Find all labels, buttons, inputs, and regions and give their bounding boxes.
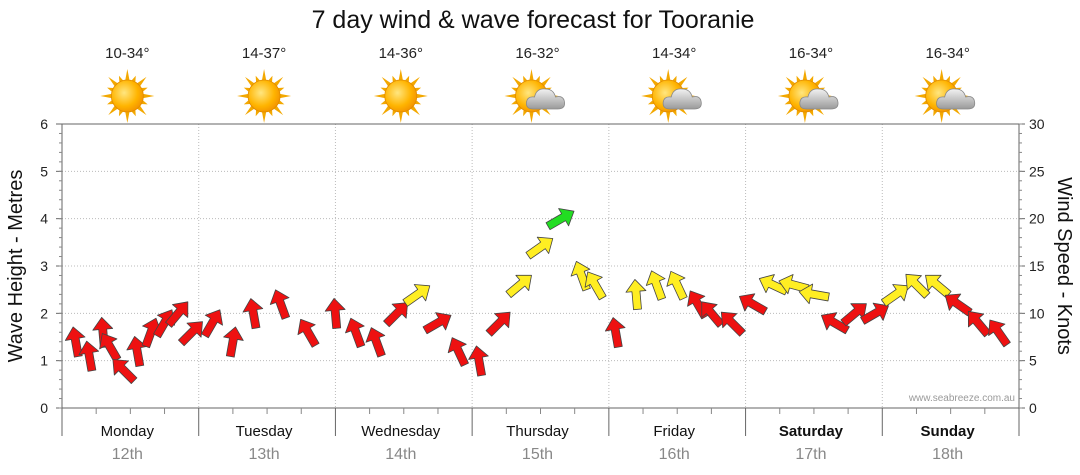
wind-arrow xyxy=(505,274,532,299)
temp-range-label: 14-37° xyxy=(242,45,286,62)
temp-range-label: 14-36° xyxy=(379,45,423,62)
day-date-label: 15th xyxy=(522,446,553,463)
wind-arrow xyxy=(525,236,554,260)
wind-arrow xyxy=(269,289,290,320)
wind-arrow xyxy=(402,284,431,307)
temp-range-label: 10-34° xyxy=(105,45,149,62)
y-tick-label-left: 5 xyxy=(40,163,48,179)
wind-arrow xyxy=(778,274,810,295)
day-name-label: Saturday xyxy=(779,423,844,440)
sunny-icon xyxy=(100,69,155,123)
weather-row: 10-34° 14-37° 14-36° 16-32° 14-34° 16-34° 16-3… xyxy=(100,45,976,123)
wind-arrow xyxy=(798,283,830,305)
sunny-icon xyxy=(373,69,428,123)
day-date-label: 12th xyxy=(112,446,143,463)
wind-arrow xyxy=(447,337,469,367)
y-tick-label-left: 0 xyxy=(40,400,48,416)
temp-range-label: 16-34° xyxy=(789,45,833,62)
day-name-label: Friday xyxy=(653,423,695,440)
wind-arrow xyxy=(604,317,626,349)
y-tick-label-left: 3 xyxy=(40,258,48,274)
y-tick-label-left: 6 xyxy=(40,116,48,132)
wind-arrow xyxy=(666,270,688,301)
wind-arrow xyxy=(468,345,489,377)
wind-arrow xyxy=(925,274,952,299)
wind-arrow xyxy=(720,311,746,337)
y-tick-label-right: 30 xyxy=(1029,116,1045,132)
wind-arrow xyxy=(324,297,346,329)
wind-arrow xyxy=(223,326,244,358)
wind-arrow xyxy=(365,327,386,358)
y-tick-label-right: 5 xyxy=(1029,353,1037,369)
wind-arrow xyxy=(345,317,366,349)
wind-arrow xyxy=(485,311,511,337)
wind-arrow xyxy=(545,208,575,231)
wind-arrows xyxy=(64,208,1011,384)
y-axis-left: 0 1 2 3 4 5 6 xyxy=(40,116,62,416)
y-tick-label-right: 20 xyxy=(1029,211,1045,227)
day-date-label: 17th xyxy=(795,446,826,463)
chart-grid xyxy=(62,123,1019,409)
temp-range-label: 16-32° xyxy=(515,45,559,62)
sunny-icon xyxy=(237,69,292,123)
y-tick-label-right: 15 xyxy=(1029,258,1045,274)
x-axis: Monday 12th Tuesday 13th Wednesday 14th Thursd… xyxy=(61,408,1020,463)
wind-arrow xyxy=(201,309,223,339)
wind-arrow xyxy=(988,319,1011,348)
partly-cloudy-icon xyxy=(914,69,976,123)
credit-text: www.seabreeze.com.au xyxy=(908,393,1015,404)
day-date-label: 18th xyxy=(932,446,963,463)
y-tick-label-right: 0 xyxy=(1029,400,1037,416)
wind-arrow xyxy=(840,303,867,327)
wind-arrow xyxy=(242,298,264,330)
wind-arrow xyxy=(165,301,189,328)
y-axis-right-label: Wind Speed - Knots xyxy=(1053,177,1075,355)
wind-arrow xyxy=(739,293,768,316)
wind-arrow xyxy=(625,279,647,311)
day-date-label: 14th xyxy=(385,446,416,463)
day-date-label: 13th xyxy=(249,446,280,463)
wind-arrow xyxy=(99,333,122,362)
wind-arrow xyxy=(584,271,607,301)
partly-cloudy-icon xyxy=(777,69,839,123)
chart-title: 7 day wind & wave forecast for Tooranie xyxy=(312,6,755,34)
day-name-label: Tuesday xyxy=(236,423,293,440)
y-tick-label-right: 10 xyxy=(1029,305,1045,321)
wind-arrow xyxy=(383,302,409,328)
y-axis-right: 0 5 10 15 20 25 30 xyxy=(1019,116,1045,416)
temp-range-label: 14-34° xyxy=(652,45,696,62)
day-name-label: Thursday xyxy=(506,423,569,440)
wind-arrow xyxy=(422,312,452,335)
wind-arrow xyxy=(297,318,320,348)
wind-arrow xyxy=(881,284,909,307)
wind-arrow xyxy=(78,340,100,372)
wind-arrow xyxy=(860,302,889,325)
partly-cloudy-icon xyxy=(504,69,566,123)
wind-arrow xyxy=(112,359,138,384)
y-axis-left-label: Wave Height - Metres xyxy=(5,170,27,363)
day-name-label: Wednesday xyxy=(361,423,440,440)
day-date-label: 16th xyxy=(659,446,690,463)
partly-cloudy-icon xyxy=(641,69,702,123)
wind-arrow xyxy=(905,273,931,299)
y-tick-label-left: 4 xyxy=(40,211,48,227)
wind-arrow xyxy=(126,336,147,368)
wind-arrow xyxy=(645,270,666,301)
temp-range-label: 16-34° xyxy=(925,45,969,62)
wind-arrow xyxy=(178,321,203,347)
day-name-label: Sunday xyxy=(921,423,976,440)
wind-arrow xyxy=(944,293,973,317)
y-tick-label-left: 1 xyxy=(40,353,48,369)
y-tick-label-left: 2 xyxy=(40,305,48,321)
y-tick-label-right: 25 xyxy=(1029,163,1045,179)
day-name-label: Monday xyxy=(101,423,155,440)
